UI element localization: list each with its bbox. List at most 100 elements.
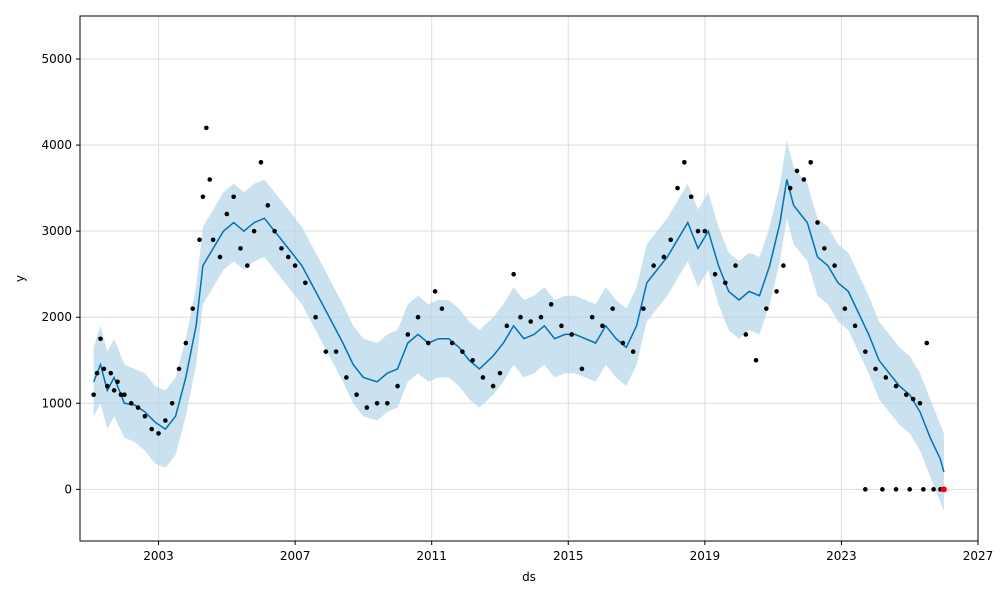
observed-point (197, 237, 202, 243)
y-tick-label: 4000 (41, 138, 72, 152)
x-tick-label: 2007 (280, 549, 311, 563)
observed-point (128, 400, 134, 406)
y-tick-label: 0 (64, 482, 72, 496)
observed-point (364, 405, 370, 410)
plot-frame (79, 15, 979, 542)
observed-point (863, 349, 868, 354)
observed-point (764, 306, 769, 311)
observed-point (808, 160, 813, 165)
observed-point (668, 237, 673, 243)
observed-point (781, 263, 786, 268)
y-axis-ticks: 0 1000 2000 3000 4000 5000 (41, 52, 80, 496)
x-axis-label: ds (522, 570, 536, 584)
observed-point (344, 375, 349, 380)
observed-point (285, 254, 291, 260)
observed-point (733, 263, 738, 268)
observed-point (108, 370, 114, 376)
observed-point (142, 413, 148, 419)
observed-point (245, 263, 250, 268)
x-tick-label: 2015 (553, 549, 584, 563)
observed-point (480, 375, 486, 380)
uncertainty-band (93, 140, 944, 511)
y-axis-label: y (13, 275, 27, 282)
observed-point (917, 400, 923, 406)
observed-point (822, 246, 827, 251)
observed-point (559, 323, 564, 329)
observed-point (224, 211, 230, 217)
observed-point (135, 405, 141, 410)
y-tick-label: 1000 (41, 396, 72, 410)
observed-point (183, 340, 189, 346)
observed-point (863, 487, 868, 492)
observed-point (251, 228, 257, 234)
x-tick-label: 2023 (826, 549, 857, 563)
observed-point (176, 366, 182, 372)
observed-point (258, 160, 264, 165)
observed-point (460, 349, 465, 354)
observed-point (538, 314, 544, 320)
observed-point (169, 400, 175, 406)
observed-point (405, 332, 411, 337)
observed-point (217, 254, 223, 260)
y-tick-label: 3000 (41, 224, 72, 238)
observed-point (682, 160, 687, 165)
x-tick-label: 2019 (690, 549, 721, 563)
observed-point (303, 280, 308, 286)
observed-point (903, 392, 909, 397)
observed-point (832, 263, 837, 268)
highlight-points-group (940, 486, 947, 493)
observed-point (122, 392, 127, 397)
observed-point (610, 306, 615, 311)
highlight-point (940, 486, 947, 493)
observed-point (511, 271, 516, 277)
observed-point (207, 177, 213, 182)
observed-point (292, 263, 298, 268)
observed-point (702, 228, 708, 234)
observed-point (815, 220, 820, 225)
observed-point (880, 487, 885, 492)
observed-point (931, 487, 936, 492)
observed-point (425, 340, 431, 346)
observed-point (354, 392, 359, 397)
x-axis-ticks: 2003 2007 2011 2015 2019 2023 2027 (143, 541, 993, 563)
observed-point (470, 357, 475, 363)
observed-point (439, 306, 445, 311)
forecast-line-group (93, 179, 945, 473)
observed-point (272, 228, 277, 234)
observed-point (753, 357, 759, 363)
observed-point (675, 185, 680, 191)
observed-point (149, 426, 155, 432)
observed-point (231, 194, 236, 200)
x-tick-label: 2003 (143, 549, 174, 563)
y-tick-label: 2000 (41, 310, 72, 324)
observed-point (98, 336, 103, 342)
observed-point (569, 332, 574, 337)
observed-point (156, 431, 161, 436)
observed-point (374, 400, 380, 406)
observed-point (630, 349, 636, 354)
observed-point (620, 340, 626, 346)
observed-point (907, 487, 913, 492)
observed-point (200, 194, 206, 200)
observed-point (279, 246, 284, 251)
observed-point (893, 487, 899, 492)
observed-point (504, 323, 510, 329)
observed-point (210, 237, 216, 243)
observed-point (743, 332, 749, 337)
observed-point (204, 125, 209, 131)
observed-point (528, 319, 534, 324)
observed-point (449, 340, 455, 346)
observed-point (579, 366, 585, 372)
observed-points-group (91, 125, 943, 492)
observed-point (163, 418, 168, 423)
observed-point (842, 306, 848, 311)
observed-point (723, 280, 728, 286)
observed-point (651, 263, 656, 268)
observed-point (774, 289, 779, 294)
observed-point (111, 388, 117, 393)
observed-point (265, 203, 271, 208)
observed-point (589, 314, 595, 320)
observed-point (712, 271, 718, 277)
observed-point (415, 314, 421, 320)
